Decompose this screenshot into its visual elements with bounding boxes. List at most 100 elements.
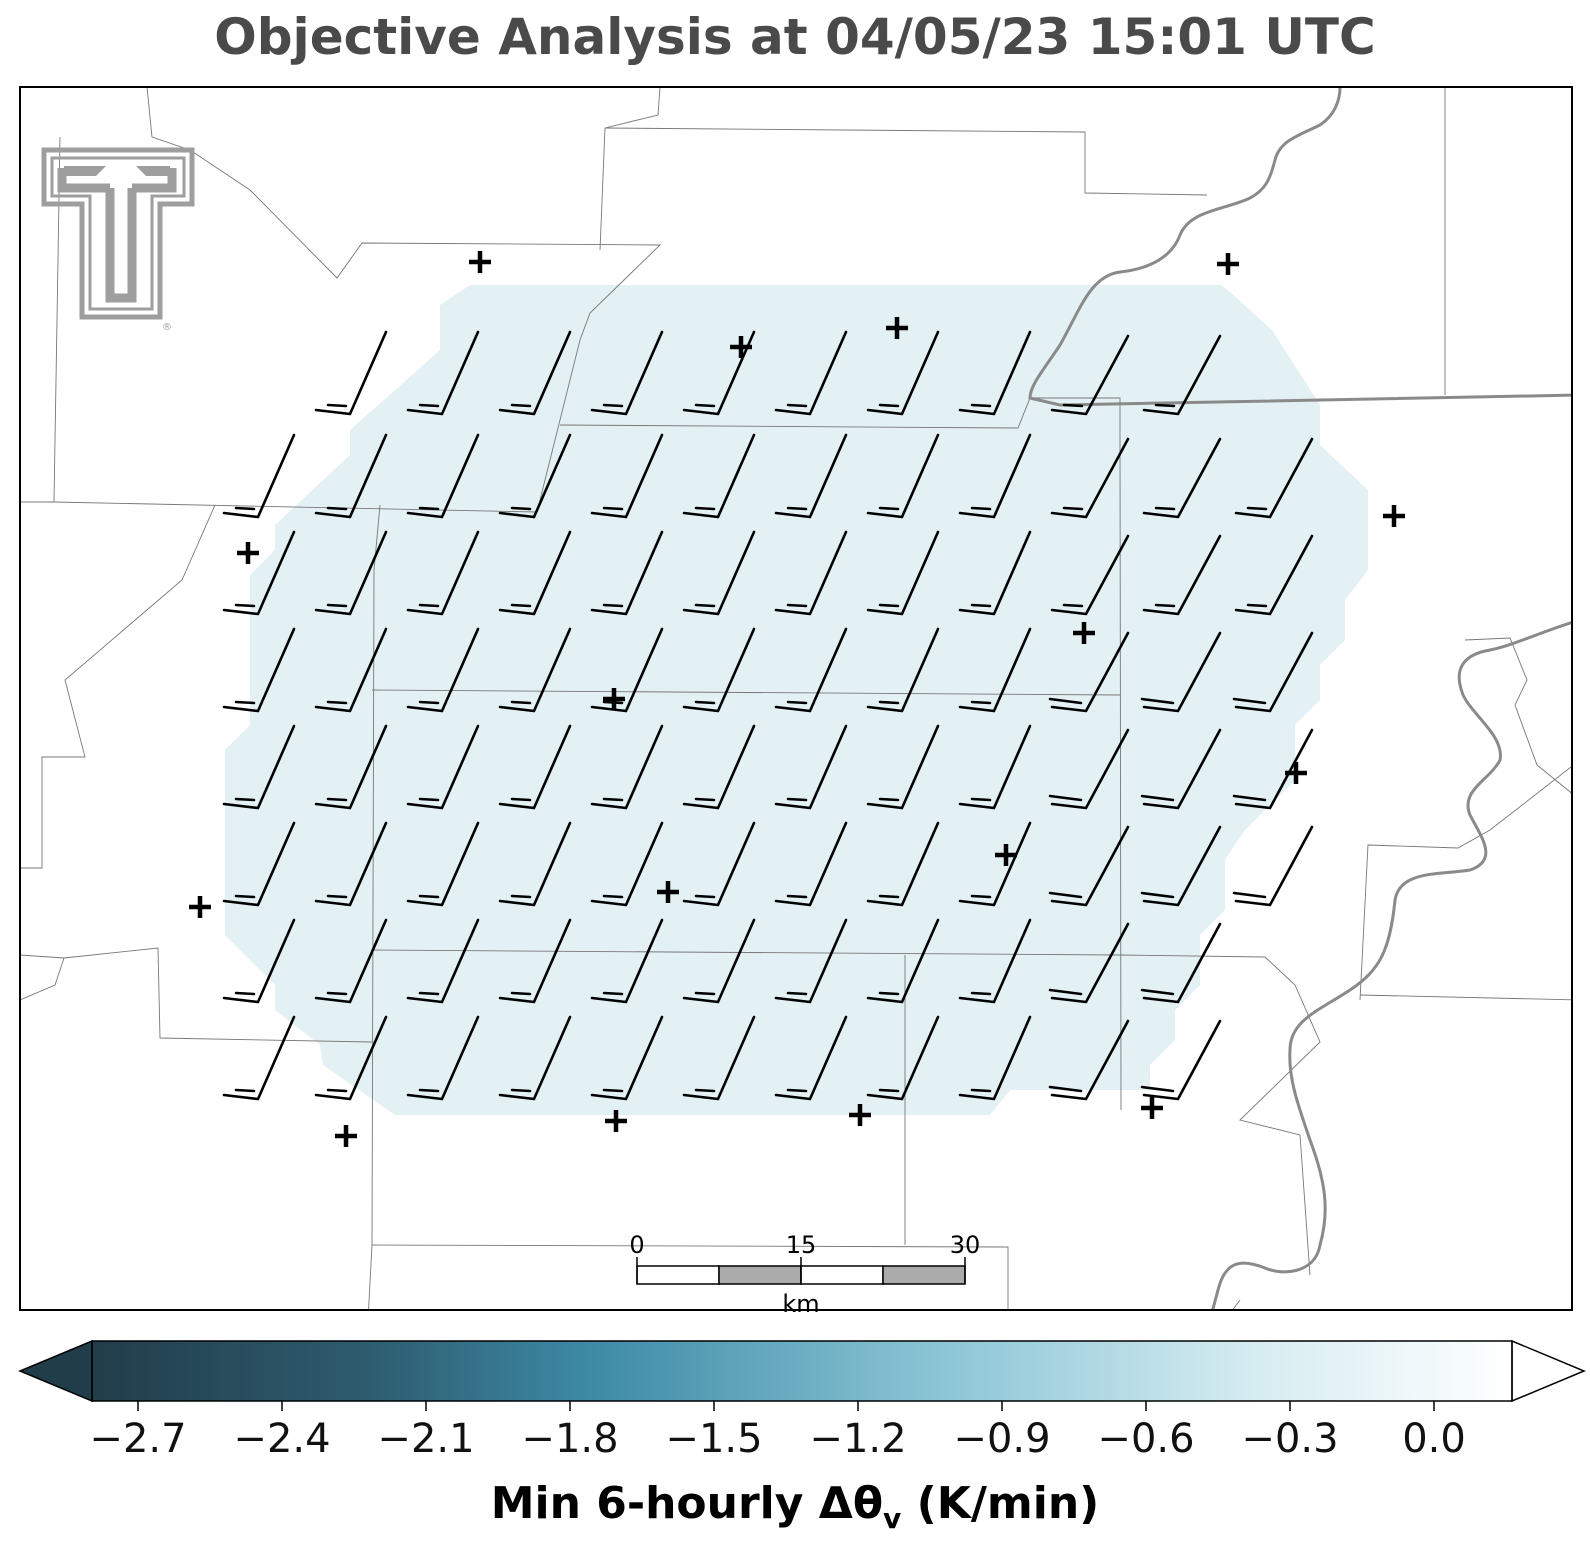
wind-barb — [314, 724, 388, 810]
wind-barb — [958, 433, 1032, 519]
wind-barb — [314, 918, 388, 1004]
scale-label-0: 0 — [629, 1231, 644, 1259]
wind-barb — [498, 433, 572, 519]
wind-barb — [1140, 728, 1222, 810]
wind-barb — [222, 530, 296, 616]
wind-barb — [314, 433, 388, 519]
wind-barb — [866, 1015, 940, 1101]
river-lines — [1028, 87, 1572, 1310]
station-marker — [469, 251, 491, 273]
map-frame — [19, 86, 1573, 1311]
wind-barb — [314, 1015, 388, 1101]
colorbar-tick-label: −2.7 — [89, 1416, 186, 1462]
colorbar-tick-label: −0.6 — [1097, 1416, 1194, 1462]
scale-unit: km — [782, 1290, 819, 1318]
colorbar-tick-label: −0.3 — [1241, 1416, 1338, 1462]
wind-barb — [958, 821, 1032, 907]
colorbar-tick-label: −2.4 — [233, 1416, 330, 1462]
wind-barb — [314, 530, 388, 616]
wind-barb — [866, 330, 940, 416]
wind-barb — [406, 1015, 480, 1101]
wind-barb — [498, 821, 572, 907]
wind-barb — [682, 330, 756, 416]
wind-barb — [406, 530, 480, 616]
colorbar-low-extend — [18, 1339, 93, 1403]
wind-barb — [682, 433, 756, 519]
wind-barb — [406, 918, 480, 1004]
wind-barb — [774, 433, 848, 519]
wind-barb — [222, 724, 296, 810]
wind-barb — [590, 724, 664, 810]
wind-barb — [590, 330, 664, 416]
wind-barb — [1048, 631, 1130, 713]
map-title: Objective Analysis at 04/05/23 15:01 UTC — [214, 8, 1376, 66]
wind-barb — [958, 1015, 1032, 1101]
wind-barb — [774, 918, 848, 1004]
wind-barb — [498, 918, 572, 1004]
scale-bar: 0 15 30 km — [629, 1231, 980, 1318]
station-marker — [1383, 505, 1405, 527]
wind-barb — [406, 433, 480, 519]
colorbar-label: Min 6-hourly Δθv (K/min) — [490, 1478, 1100, 1535]
wind-barb — [1140, 631, 1222, 713]
wind-barb — [774, 530, 848, 616]
wind-barb — [498, 1015, 572, 1101]
wind-barb — [682, 724, 756, 810]
wind-barb — [1048, 922, 1130, 1004]
wind-barb — [866, 627, 940, 713]
station-marker — [849, 1104, 871, 1126]
station-marker — [237, 542, 259, 564]
colorbar-tick-label: −0.9 — [953, 1416, 1050, 1462]
station-marker — [1217, 253, 1239, 275]
wind-barb — [1050, 437, 1130, 519]
station-marker — [605, 1110, 627, 1132]
wind-barb — [222, 918, 296, 1004]
wind-barb — [314, 330, 388, 416]
station-marker — [335, 1125, 357, 1147]
wind-barb — [498, 530, 572, 616]
colorbar-tick-label: −1.8 — [521, 1416, 618, 1462]
wind-barb — [1232, 825, 1314, 907]
wind-barb — [406, 627, 480, 713]
wind-barb — [222, 433, 296, 519]
wind-barb — [1232, 728, 1314, 810]
wind-barb — [1048, 1019, 1130, 1101]
wind-barb — [406, 821, 480, 907]
wind-barb — [774, 1015, 848, 1101]
station-marker — [603, 688, 625, 710]
wind-barb — [958, 330, 1032, 416]
wind-barb — [774, 627, 848, 713]
colorbar-high-extend — [1511, 1339, 1586, 1403]
wind-barb — [222, 627, 296, 713]
wind-barb — [958, 724, 1032, 810]
station-marker — [657, 881, 679, 903]
svg-text:®: ® — [162, 322, 172, 333]
wind-barb — [682, 530, 756, 616]
scale-label-30: 30 — [950, 1231, 981, 1259]
county-boundaries — [20, 87, 1572, 1310]
wind-barb — [682, 1015, 756, 1101]
wind-barb — [498, 627, 572, 713]
texas-tech-double-t-logo: ® — [41, 147, 195, 333]
colorbar-tick-label: 0.0 — [1402, 1416, 1466, 1462]
colorbar: −2.7 −2.4 −2.1 −1.8 −1.5 −1.2 −0.9 −0.6 −0.3 0.0 — [18, 1339, 1586, 1462]
scale-label-15: 15 — [786, 1231, 817, 1259]
wind-barb — [1050, 534, 1130, 616]
wind-barb — [590, 821, 664, 907]
wind-barb — [1142, 334, 1222, 416]
wind-barb — [774, 330, 848, 416]
station-marker — [886, 317, 908, 339]
wind-barb — [314, 821, 388, 907]
wind-barb — [1142, 437, 1222, 519]
wind-barb — [1234, 437, 1314, 519]
wind-barb — [406, 724, 480, 810]
wind-barb — [958, 627, 1032, 713]
station-marker — [189, 896, 211, 918]
wind-barb — [682, 821, 756, 907]
wind-barb — [1142, 534, 1222, 616]
wind-barb — [1234, 534, 1314, 616]
wind-barb — [1140, 1019, 1222, 1101]
colorbar-tick-label: −1.5 — [665, 1416, 762, 1462]
wind-barb — [1232, 631, 1314, 713]
colorbar-tick-label: −2.1 — [377, 1416, 474, 1462]
